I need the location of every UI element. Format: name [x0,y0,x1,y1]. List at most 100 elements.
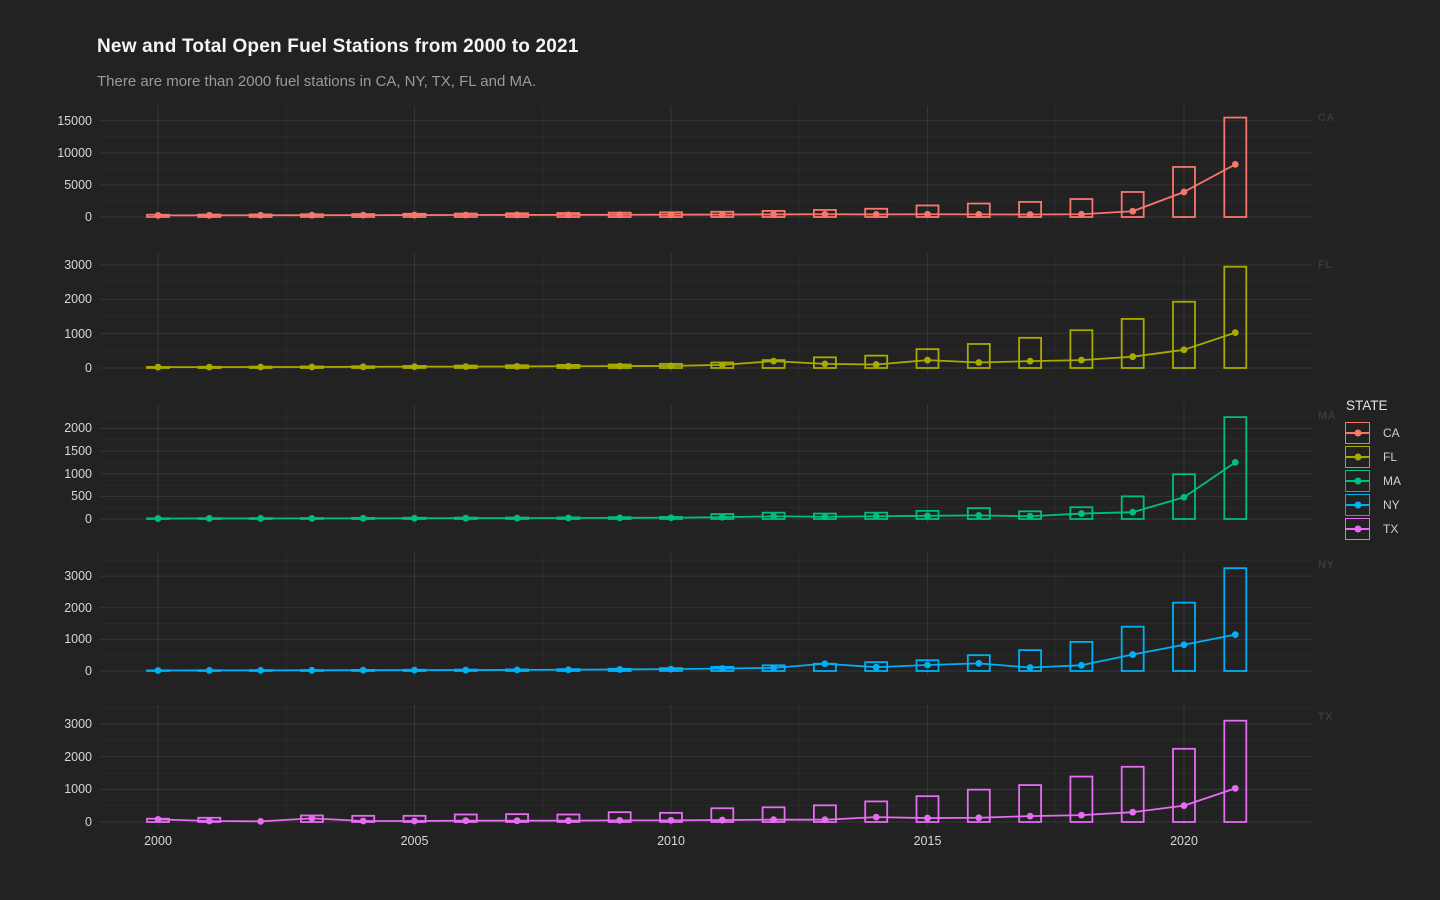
new-stations-point-2003 [308,666,316,674]
new-stations-point-2008 [565,362,572,370]
new-stations-point-2006 [462,514,470,522]
new-stations-point-2018 [1078,811,1085,819]
total-open-bar-2019 [1120,625,1145,672]
total-open-bar-2021 [1223,719,1248,823]
new-stations-point-2012 [770,664,777,672]
y-axis-tick-label: 1000 [64,782,92,797]
legend-item-ma: MA [1345,470,1401,492]
new-stations-point-2004 [359,666,367,674]
new-stations-point-2013 [821,360,829,368]
total-open-bar-2018 [1069,640,1094,672]
new-stations-point-2019 [1129,207,1137,215]
new-stations-point-2005 [411,666,418,674]
total-open-bar-2020 [1172,473,1196,520]
legend-key-dot-icon [1354,477,1361,485]
new-stations-line [157,461,1236,520]
new-stations-point-2007 [513,666,521,674]
new-stations-point-2020 [1180,802,1188,810]
legend-key-icon [1345,446,1370,468]
new-stations-point-2010 [667,362,675,370]
legend-title: STATE [1346,398,1388,413]
new-stations-point-2018 [1078,210,1085,218]
x-axis-tick-label: 2015 [913,834,942,848]
new-stations-point-2017 [1026,664,1034,671]
total-open-bar-2019 [1120,765,1145,823]
new-stations-point-2007 [513,363,521,370]
y-axis-tick-label: 2000 [64,292,92,307]
y-axis-tick-label: 0 [85,210,92,224]
new-stations-point-2013 [821,660,829,668]
new-stations-point-2013 [821,210,829,218]
total-open-bar-2021 [1223,265,1248,369]
new-stations-point-2001 [205,817,213,825]
new-stations-point-2009 [616,666,624,673]
new-stations-point-2000 [154,667,162,674]
new-stations-point-2012 [770,211,777,218]
total-open-bar-2020 [1172,300,1196,369]
new-stations-line [158,331,1236,369]
new-stations-point-2016 [975,511,983,519]
new-stations-point-2007 [513,817,521,825]
legend-label: CA [1383,426,1400,440]
legend-items: CA FL MA NY TX [1345,422,1401,540]
new-stations-point-2014 [872,663,880,671]
new-stations-point-2014 [872,211,880,218]
new-stations-point-2011 [718,513,726,521]
legend-key-dot-icon [1354,429,1361,437]
facet-panel-ma [100,404,1312,524]
y-axis-tick-label: 0 [85,361,92,375]
x-axis-tick-label: 2020 [1170,834,1198,848]
new-stations-point-2021 [1231,459,1239,466]
y-axis-tick-label: 10000 [57,145,92,160]
new-stations-point-2005 [411,514,418,522]
new-stations-point-2020 [1180,188,1188,196]
page-subtitle: There are more than 2000 fuel stations i… [97,73,537,90]
new-stations-point-2004 [359,363,367,371]
legend-label: MA [1383,474,1401,488]
new-stations-point-2012 [770,816,777,824]
facet-strip-label-ca: CA [1318,112,1335,124]
new-stations-point-2001 [205,515,213,522]
facet-chart-ma [100,404,1312,524]
x-axis-tick-label: 2000 [144,834,172,848]
facet-strip-label-fl: FL [1318,259,1333,271]
new-stations-point-2020 [1180,493,1188,501]
facet-chart-fl [100,253,1312,373]
y-axis-tick-label: 15000 [57,113,92,128]
y-axis-tick-label: 3000 [64,569,92,584]
new-stations-point-2017 [1026,812,1034,820]
total-open-bar-2020 [1172,747,1196,823]
y-axis-tick-label: 3000 [64,716,92,731]
new-stations-point-2016 [975,359,983,366]
new-stations-point-2006 [462,363,470,371]
new-stations-point-2005 [411,817,418,825]
new-stations-point-2016 [975,814,983,822]
new-stations-point-2003 [308,815,316,822]
new-stations-point-2021 [1231,329,1239,337]
new-stations-point-2019 [1129,808,1137,816]
new-stations-point-2011 [718,361,726,369]
legend: STATE CA FL MA NY TX [1345,398,1401,542]
new-stations-point-2015 [924,210,931,218]
new-stations-point-2000 [154,515,162,522]
facet-chart-ny [100,553,1312,676]
new-stations-point-2021 [1231,784,1239,792]
new-stations-point-2010 [667,211,675,219]
new-stations-point-2003 [308,363,316,371]
total-open-bar-2019 [1120,191,1145,218]
y-axis-tick-label: 500 [71,489,92,504]
total-open-bar-2016 [966,507,991,520]
new-stations-point-2015 [924,661,931,669]
facet-panel-fl [100,253,1312,373]
y-axis-tick-label: 5000 [64,177,92,192]
new-stations-point-2014 [872,813,880,821]
new-stations-point-2001 [205,211,213,219]
legend-item-tx: TX [1345,518,1401,540]
new-stations-point-2014 [872,361,880,368]
new-stations-point-2008 [565,817,572,825]
new-stations-point-2008 [565,666,572,674]
new-stations-point-2015 [924,814,931,822]
total-open-bar-2017 [1018,649,1042,672]
new-stations-point-2012 [770,357,777,365]
new-stations-point-2000 [154,211,162,219]
